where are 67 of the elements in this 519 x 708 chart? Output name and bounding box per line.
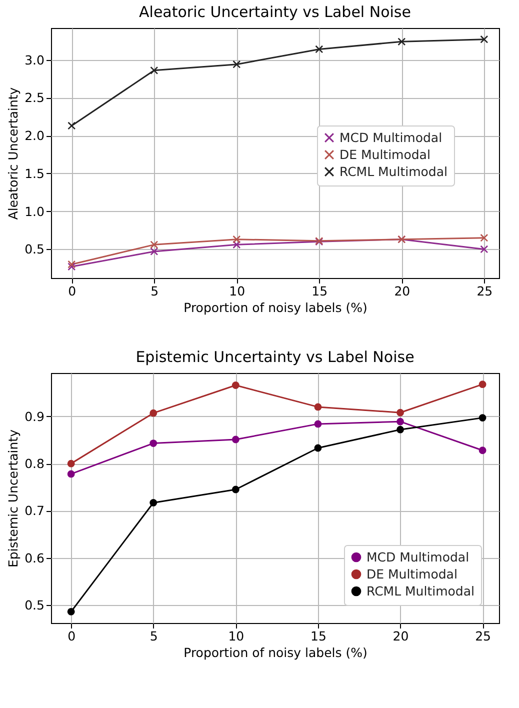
legend-label: RCML Multimodal: [340, 164, 448, 179]
x-tick-label: 25: [475, 628, 491, 644]
point: [314, 420, 322, 428]
y-tick-label: 0.5: [24, 598, 44, 613]
point: [150, 499, 158, 506]
point: [68, 262, 76, 271]
x-tick-label: 25: [476, 284, 493, 298]
x-tick-label: 20: [394, 284, 410, 298]
x-tick-label: 5: [150, 284, 159, 298]
point: [480, 245, 488, 254]
legend-label: DE Multimodal: [340, 146, 430, 162]
x-axis-title: Proportion of noisy labels (%): [184, 300, 368, 315]
point: [480, 234, 488, 242]
point: [150, 240, 158, 249]
x-tick-label: 5: [150, 628, 158, 644]
point: [314, 403, 322, 411]
y-tick-label: 2.0: [24, 128, 45, 144]
point: [67, 460, 75, 468]
chart-title: Aleatoric Uncertainty vs Label Noise: [139, 3, 411, 21]
point: [150, 247, 158, 256]
legend-label: MCD Multimodal: [366, 549, 470, 564]
y-tick-label: 0.8: [24, 456, 45, 472]
point: [398, 38, 406, 46]
point: [150, 66, 158, 74]
point: [232, 382, 240, 389]
legend-label: MCD Multimodal: [340, 130, 442, 145]
y-tick-label: 0.9: [24, 408, 45, 424]
point: [68, 122, 76, 130]
y-tick-label: 3.0: [24, 52, 45, 68]
point: [480, 35, 488, 44]
point: [315, 45, 324, 54]
point: [478, 414, 486, 422]
x-tick-label: 10: [228, 628, 244, 644]
point: [67, 470, 75, 478]
x-axis-title: Proportion of noisy labels (%): [184, 645, 368, 660]
point: [232, 240, 241, 249]
x-tick-label: 20: [392, 628, 409, 644]
point: [150, 440, 158, 447]
point: [67, 608, 75, 616]
point: [68, 260, 76, 268]
y-axis-title: Aleatoric Uncertainty: [6, 86, 21, 220]
point: [314, 444, 322, 452]
point: [232, 60, 241, 68]
y-axis-title: Epistemic Uncertainty: [6, 428, 21, 568]
chart-title: Epistemic Uncertainty vs Label Noise: [136, 348, 414, 366]
y-tick-label: 0.7: [24, 503, 44, 518]
legend-label: RCML Multimodal: [366, 583, 474, 598]
point: [232, 486, 240, 494]
point: [396, 418, 404, 426]
point: [478, 446, 486, 454]
point: [478, 380, 486, 388]
x-tick-label: 0: [68, 284, 76, 298]
legend-label: DE Multimodal: [366, 566, 458, 582]
point: [396, 408, 404, 416]
x-tick-label: 15: [310, 628, 326, 644]
point: [150, 409, 158, 417]
y-tick-label: 1.5: [24, 166, 44, 181]
point: [232, 436, 240, 444]
point: [232, 235, 241, 244]
y-tick-label: 2.5: [24, 90, 44, 106]
x-tick-label: 10: [229, 284, 246, 298]
y-tick-label: 0.5: [24, 242, 44, 257]
x-tick-label: 0: [68, 628, 76, 644]
y-tick-label: 0.6: [24, 550, 45, 566]
point: [396, 426, 404, 434]
y-tick-label: 1.0: [24, 204, 45, 219]
x-tick-label: 15: [312, 284, 328, 298]
